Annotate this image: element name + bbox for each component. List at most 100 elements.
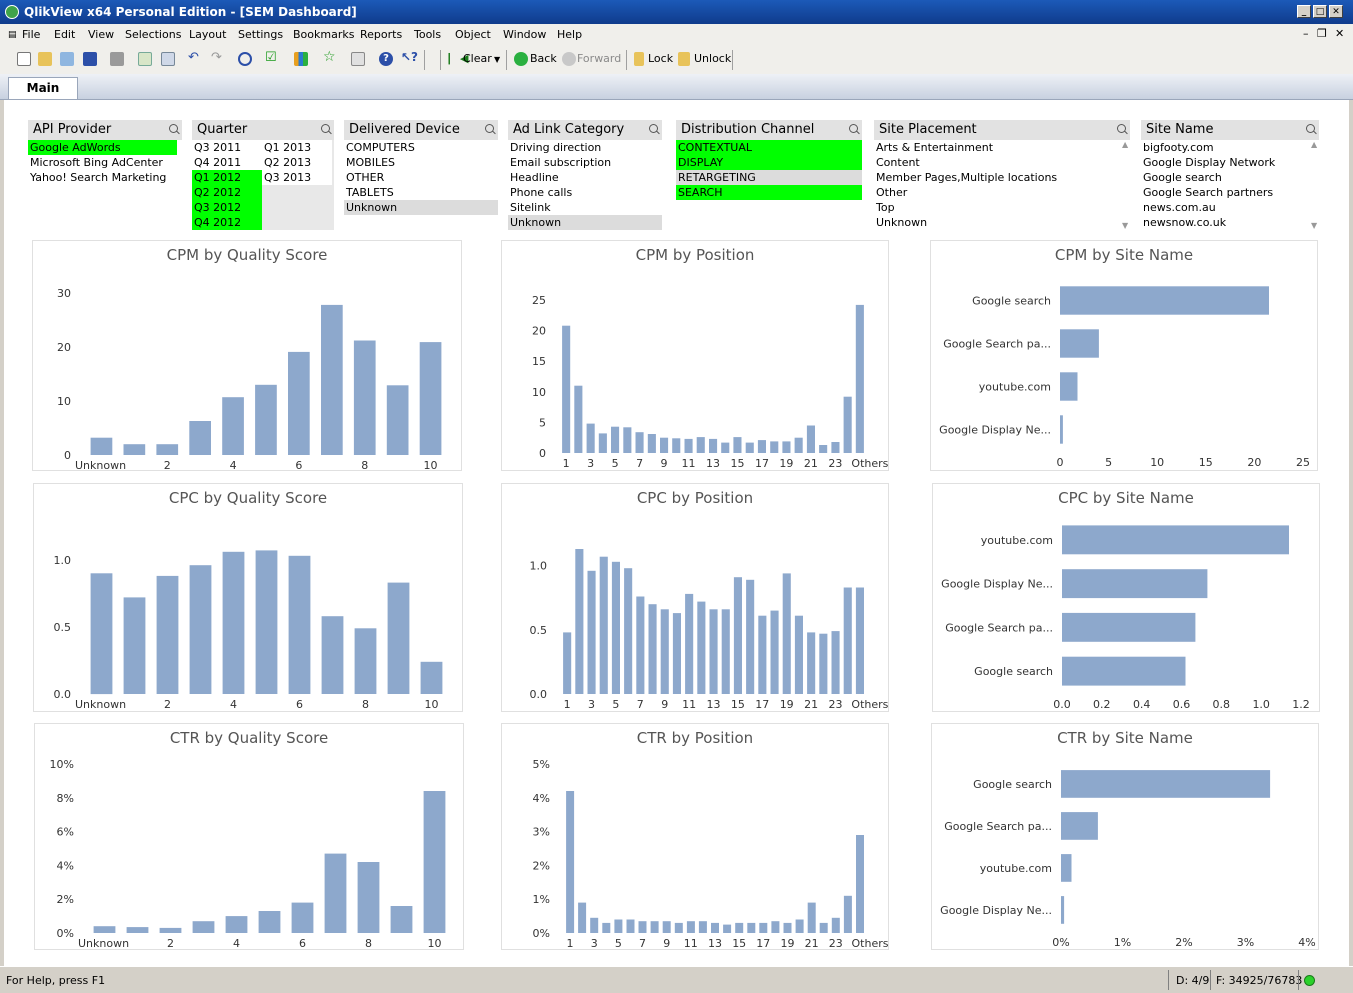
lock-icon[interactable] [634,52,644,66]
mdi-minimize-icon[interactable]: – [1303,27,1309,40]
listbox-caption[interactable]: API Provider [28,120,182,140]
list-item[interactable]: Driving direction [510,141,602,154]
undo-icon[interactable]: ↶ [188,50,199,65]
list-item[interactable]: Q3 2011 [192,140,262,155]
scroll-up-arrow-icon[interactable]: ▲ [1311,140,1318,149]
list-item[interactable]: Yahoo! Search Marketing [30,171,167,184]
list-item[interactable]: Arts & Entertainment [876,141,994,154]
menu-edit[interactable]: Edit [54,28,76,41]
menu-layout[interactable]: Layout [189,28,227,41]
chart-cpc-by-quality-score[interactable]: CPC by Quality Score 0.0 0.5 1.0 Unknown 2 4 6… [33,483,463,712]
list-item[interactable]: Top [876,201,895,214]
list-item[interactable]: Sitelink [510,201,551,214]
listbox-caption[interactable]: Ad Link Category [508,120,662,140]
sheet-properties-icon[interactable] [351,52,365,66]
context-help-icon[interactable]: ↖? [401,50,419,64]
list-item[interactable]: Google Display Network [1143,156,1276,169]
search-icon[interactable] [1117,124,1126,133]
chart-ctr-by-quality-score[interactable]: CTR by Quality Score 0% 2% 4% 6% 8% 10% Unknow… [34,723,464,950]
listbox-scrollbar[interactable]: ▲ ▼ [1120,140,1130,230]
listbox-scrollbar[interactable]: ▲ ▼ [1309,140,1319,230]
minimize-button[interactable]: _ [1297,5,1311,18]
list-item[interactable]: Microsoft Bing AdCenter [30,156,163,169]
forward-icon[interactable] [562,52,576,66]
list-item[interactable]: Q1 2013 [262,140,332,155]
chart-ctr-by-site-name[interactable]: CTR by Site Name Google search Google Sea… [931,723,1319,950]
listbox-caption[interactable]: Site Name [1141,120,1319,140]
document-icon[interactable]: ▤ [8,30,17,40]
chart-cpm-by-position[interactable]: CPM by Position 0 5 10 15 20 25 1 3 5 7 9 11 13 15 17 1… [501,240,889,471]
list-item[interactable]: Content [876,156,920,169]
list-item[interactable]: COMPUTERS [346,141,415,154]
edit-script-icon[interactable] [138,52,152,66]
add-bookmark-icon[interactable]: ☆ [323,49,336,65]
scroll-up-arrow-icon[interactable]: ▲ [1122,140,1129,149]
current-selections-icon[interactable]: ☑ [265,50,277,65]
listbox-caption[interactable]: Distribution Channel [676,120,862,140]
list-item[interactable]: DISPLAY [676,155,862,170]
chart-cpc-by-site-name[interactable]: CPC by Site Name youtube.com Google Displ… [932,483,1320,712]
search-icon[interactable] [485,124,494,133]
list-item[interactable]: Member Pages,Multiple locations [876,171,1058,184]
back-button[interactable]: Back [530,52,557,65]
scroll-down-arrow-icon[interactable]: ▼ [1122,221,1129,230]
menu-object[interactable]: Object [455,28,491,41]
save-icon[interactable] [83,52,97,66]
unlock-button[interactable]: Unlock [694,52,732,65]
list-item[interactable]: Other [876,186,908,199]
menu-window[interactable]: Window [503,28,547,41]
list-item[interactable]: Unknown [344,200,498,215]
menu-settings[interactable]: Settings [238,28,284,41]
new-document-icon[interactable] [17,52,31,66]
search-icon[interactable] [1306,124,1315,133]
list-item[interactable]: Email subscription [510,156,612,169]
list-item[interactable]: Google AdWords [28,140,177,155]
list-item[interactable]: Google Search partners [1143,186,1274,199]
list-item[interactable]: OTHER [346,171,385,184]
chart-cpm-by-quality-score[interactable]: CPM by Quality Score 0 10 20 30 Unknown 2 4 6 8 1… [32,240,462,472]
menu-view[interactable]: View [88,28,115,41]
list-item[interactable]: Q4 2011 [192,155,262,170]
list-item[interactable]: Unknown [508,215,662,230]
tab-main[interactable]: Main [8,77,78,99]
list-item[interactable]: Google search [1143,171,1222,184]
back-icon[interactable] [514,52,528,66]
lock-button[interactable]: Lock [648,52,674,65]
forward-button[interactable]: Forward [577,52,622,65]
list-item[interactable]: Q3 2012 [192,200,262,215]
menu-tools[interactable]: Tools [414,28,442,41]
list-item[interactable]: Q3 2013 [262,170,332,185]
redo-icon[interactable]: ↷ [211,50,222,65]
search-icon[interactable] [849,124,858,133]
list-item[interactable]: Q2 2013 [262,155,332,170]
list-item[interactable]: SEARCH [676,185,862,200]
list-item[interactable]: MOBILES [346,156,396,169]
close-button[interactable]: ✕ [1329,5,1343,18]
reload-data-icon[interactable] [161,52,175,66]
menu-help[interactable]: Help [557,28,583,41]
menu-bookmarks[interactable]: Bookmarks [293,28,355,41]
chart-cpc-by-position[interactable]: CPC by Position 0.0 0.5 1.0 1 3 5 7 9 11 13 15 17 19… [501,483,889,712]
list-item[interactable]: Unknown [876,216,928,229]
new-chart-icon[interactable] [294,52,308,66]
maximize-button[interactable]: □ [1313,5,1327,18]
list-item[interactable]: RETARGETING [676,170,862,185]
list-item[interactable]: Q1 2012 [192,170,262,185]
search-icon[interactable] [649,124,658,133]
mdi-close-icon[interactable]: ✕ [1335,27,1345,40]
list-item[interactable]: TABLETS [346,186,394,199]
clear-button[interactable]: Clear [463,52,492,65]
search-icon[interactable] [238,52,252,66]
reload-icon[interactable] [60,52,74,66]
menu-reports[interactable]: Reports [360,28,403,41]
chart-ctr-by-position[interactable]: CTR by Position 0% 1% 2% 3% 4% 5% 1 3 5 7 9 11 13 15 1… [501,723,889,950]
listbox-caption[interactable]: Site Placement [874,120,1130,140]
menu-file[interactable]: File [22,28,41,41]
list-item[interactable]: Headline [510,171,559,184]
listbox-caption[interactable]: Delivered Device [344,120,498,140]
menu-selections[interactable]: Selections [125,28,182,41]
chart-cpm-by-site-name[interactable]: CPM by Site Name Google search Google Sea… [930,240,1318,471]
search-icon[interactable] [321,124,330,133]
unlock-icon[interactable] [678,52,690,66]
open-folder-icon[interactable] [38,52,52,66]
